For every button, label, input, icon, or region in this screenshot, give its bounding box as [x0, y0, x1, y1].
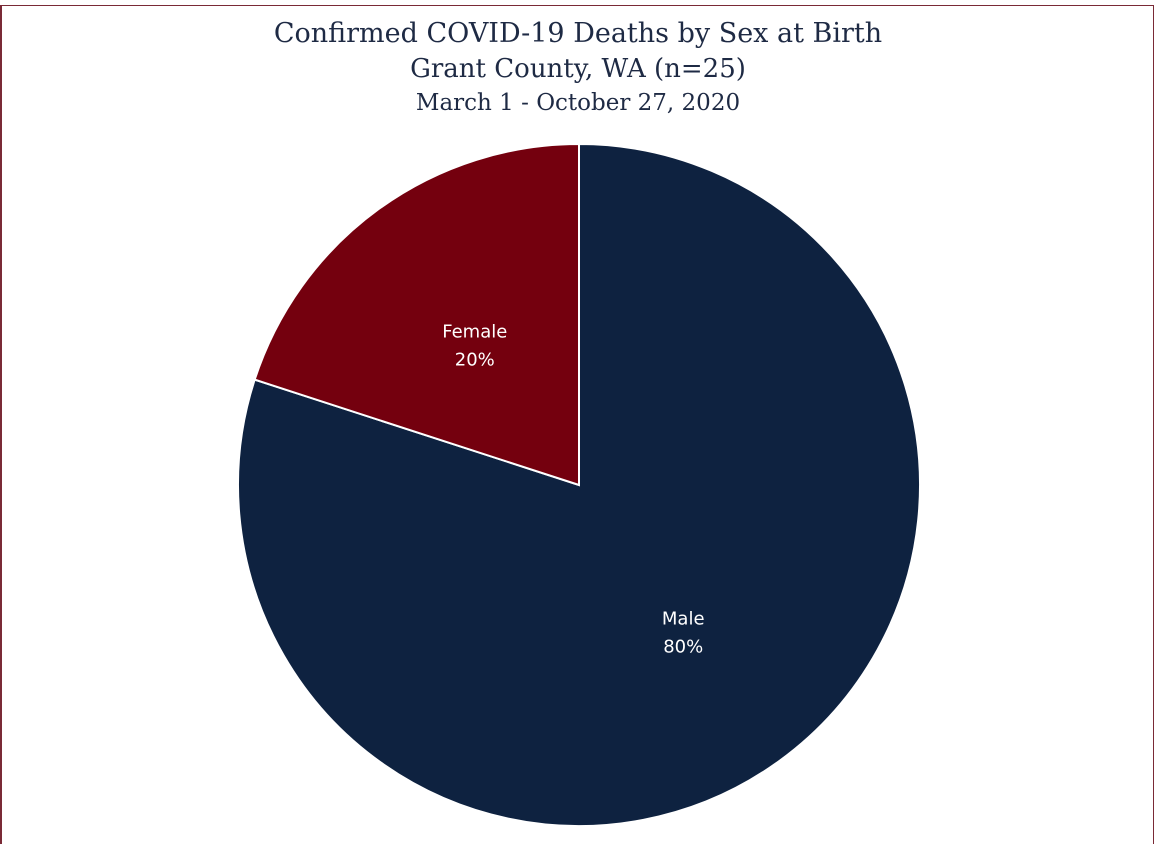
pie-slice-female [253, 142, 580, 487]
pie-labels: Male 80% Female 20% [442, 322, 704, 658]
slice-value-male: 80% [663, 636, 703, 657]
pie-slices [237, 142, 921, 827]
slice-value-female: 20% [455, 350, 495, 371]
slice-label-male: Male [662, 608, 705, 629]
slice-label-female: Female [442, 322, 507, 343]
chart-title: Confirmed COVID-19 Deaths by Sex at Birt… [273, 18, 883, 49]
chart-subtitle: Grant County, WA (n=25) [410, 54, 746, 84]
chart-date-range: March 1 - October 27, 2020 [415, 90, 741, 116]
